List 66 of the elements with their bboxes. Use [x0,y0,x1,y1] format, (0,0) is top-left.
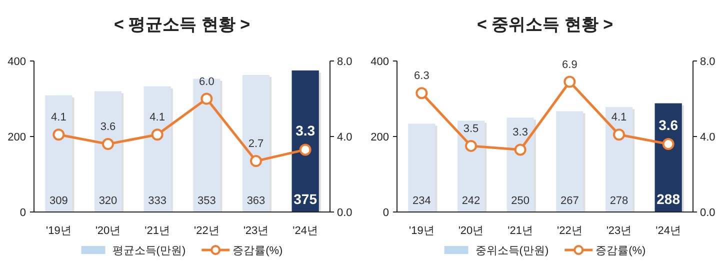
data-label: 6.0 [199,76,214,88]
data-label: 3.6 [100,121,116,134]
data-label: 288 [656,191,680,207]
point [465,140,477,152]
point [564,76,576,88]
text: 평균소득(만원) [112,245,186,257]
y2-tick-label: 4.0 [700,132,716,144]
y-tick-label: 0 [20,207,26,219]
data-label: 4.1 [51,112,66,124]
x-tick-label: '20년 [95,225,121,237]
data-label: 6.9 [562,58,578,71]
point [102,138,114,150]
point [299,144,312,156]
data-label: 3.3 [296,122,316,139]
y2-tick-label: 8.0 [700,56,716,68]
x-tick-label: '20년 [458,225,484,237]
data-label: 242 [462,195,480,207]
y2-tick-label: 0.0 [337,207,352,219]
chart-title: < 평균소득 현황 > [114,15,250,34]
x-tick-label: '23년 [606,225,632,237]
y-tick-label: 200 [370,132,389,144]
data-label: 320 [98,195,118,207]
y-tick-label: 400 [370,56,389,68]
x-tick-label: '24년 [292,225,318,237]
data-label: 4.1 [150,112,165,124]
point [613,128,625,141]
x-tick-label: '19년 [408,225,434,237]
data-label: 4.1 [611,112,627,124]
data-label: 3.3 [512,126,528,139]
y2-tick-label: 8.0 [337,56,352,68]
point [514,144,526,156]
y-tick-label: 0 [382,207,389,219]
point [662,138,674,150]
data-label: 250 [511,195,530,207]
x-tick-label: '21년 [508,225,534,237]
data-label: 309 [49,195,68,207]
y2-tick-label: 4.0 [337,132,352,144]
x-tick-label: '22년 [194,225,220,237]
y-tick-label: 200 [8,132,26,144]
point [250,155,262,168]
data-label: 267 [560,195,579,207]
data-label: 278 [610,195,628,207]
data-label: 2.7 [248,138,264,150]
y2-tick-label: 0.0 [700,207,716,219]
data-label: 333 [148,195,167,207]
x-tick-label: '24년 [656,225,682,237]
x-tick-label: '21년 [144,225,170,237]
data-label: 3.6 [658,117,678,134]
data-label: 3.5 [463,122,479,135]
legend-label: 증감률(%) [232,245,283,257]
text: 중위소득(만원) [475,245,549,257]
y-tick-label: 400 [8,56,26,68]
legend-label: 증감률(%) [596,245,646,257]
data-label: 234 [412,195,431,207]
chart-title: < 중위소득 현황 > [476,15,614,34]
x-tick-label: '22년 [556,225,582,237]
point [416,87,428,100]
data-label: 353 [197,195,216,207]
point [52,128,65,141]
x-tick-label: '23년 [243,225,269,237]
data-label: 363 [246,195,266,207]
point [200,92,213,105]
x-tick-label: '19년 [46,225,72,237]
data-label: 6.3 [414,70,430,82]
point [151,128,164,141]
data-label: 375 [294,191,318,207]
